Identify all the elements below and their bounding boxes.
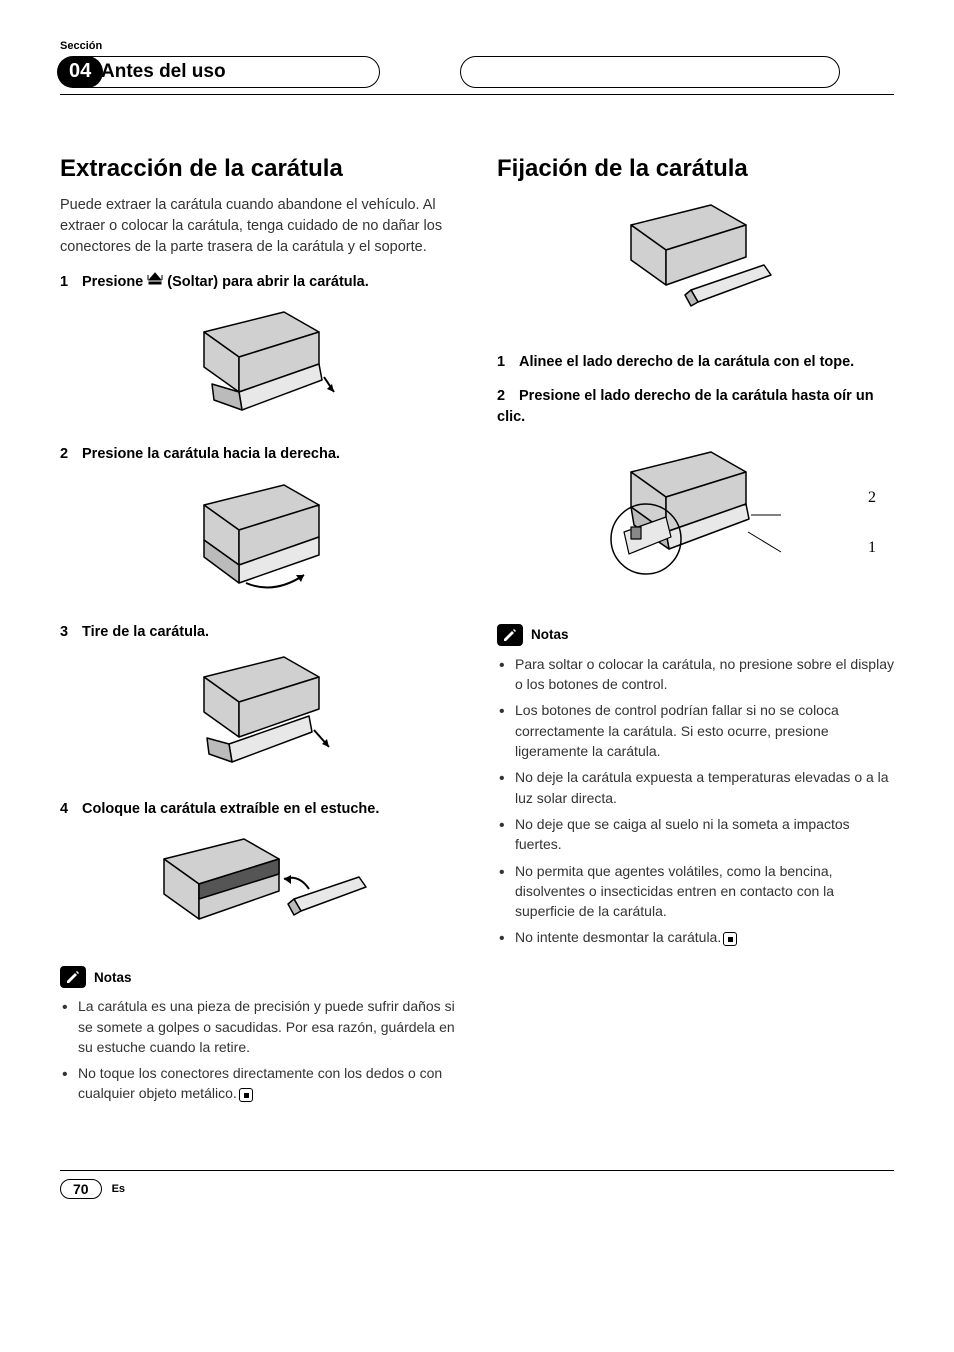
left-notes-header: Notas: [60, 966, 457, 988]
figure-4: [60, 829, 457, 944]
header-divider: [60, 94, 894, 95]
figure-r1: [497, 195, 894, 330]
step1-pre: Presione: [82, 274, 147, 290]
right-notes-list: Para soltar o colocar la carátula, no pr…: [497, 654, 894, 948]
list-item: No permita que agentes volátiles, como l…: [515, 861, 894, 922]
left-step-2: 2Presione la carátula hacia la derecha.: [60, 444, 457, 464]
left-heading: Extracción de la carátula: [60, 155, 457, 183]
callout-1: 1: [868, 539, 876, 557]
list-item: No toque los conectores directamente con…: [78, 1063, 457, 1104]
pencil-icon: [60, 966, 86, 988]
right-heading: Fijación de la carátula: [497, 155, 894, 183]
callout-2: 2: [868, 489, 876, 507]
end-mark-icon: [723, 932, 737, 946]
right-step-2: 2Presione el lado derecho de la carátula…: [497, 386, 894, 427]
step1-post: (Soltar) para abrir la carátula.: [163, 274, 369, 290]
pencil-icon: [497, 624, 523, 646]
header-row: 04 Antes del uso: [60, 56, 894, 88]
list-item: La carátula es una pieza de precisión y …: [78, 996, 457, 1057]
section-label: Sección: [60, 40, 894, 52]
page-number: 70: [60, 1179, 102, 1199]
right-column: Fijación de la carátula 1Alinee el lado …: [497, 155, 894, 1110]
left-step-4: 4Coloque la carátula extraíble en el est…: [60, 799, 457, 819]
right-notes-label: Notas: [531, 627, 569, 642]
page-footer: 70 Es: [60, 1170, 894, 1199]
figure-2: [60, 475, 457, 600]
list-item: No deje la carátula expuesta a temperatu…: [515, 767, 894, 808]
left-notes-list: La carátula es una pieza de precisión y …: [60, 996, 457, 1103]
figure-3: [60, 652, 457, 777]
right-step-1: 1Alinee el lado derecho de la carátula c…: [497, 352, 894, 372]
list-item: Para soltar o colocar la carátula, no pr…: [515, 654, 894, 695]
figure-r2: 2 1: [497, 437, 894, 602]
left-intro: Puede extraer la carátula cuando abandon…: [60, 195, 457, 258]
figure-1: [60, 302, 457, 422]
list-item: No deje que se caiga al suelo ni la some…: [515, 814, 894, 855]
content-columns: Extracción de la carátula Puede extraer …: [60, 155, 894, 1110]
list-item: Los botones de control podrían fallar si…: [515, 700, 894, 761]
section-title-pill: 04 Antes del uso: [60, 56, 380, 88]
left-step-3: 3Tire de la carátula.: [60, 622, 457, 642]
list-item: No intente desmontar la carátula.: [515, 927, 894, 947]
section-title: Antes del uso: [101, 61, 226, 83]
end-mark-icon: [239, 1088, 253, 1102]
right-notes-header: Notas: [497, 624, 894, 646]
left-step-1: 1Presione (Soltar) para abrir la carátul…: [60, 272, 457, 292]
section-number-badge: 04: [57, 56, 103, 88]
left-notes-label: Notas: [94, 970, 132, 985]
left-column: Extracción de la carátula Puede extraer …: [60, 155, 457, 1110]
empty-pill: [460, 56, 840, 88]
eject-icon: [147, 272, 163, 292]
language-code: Es: [112, 1183, 125, 1195]
